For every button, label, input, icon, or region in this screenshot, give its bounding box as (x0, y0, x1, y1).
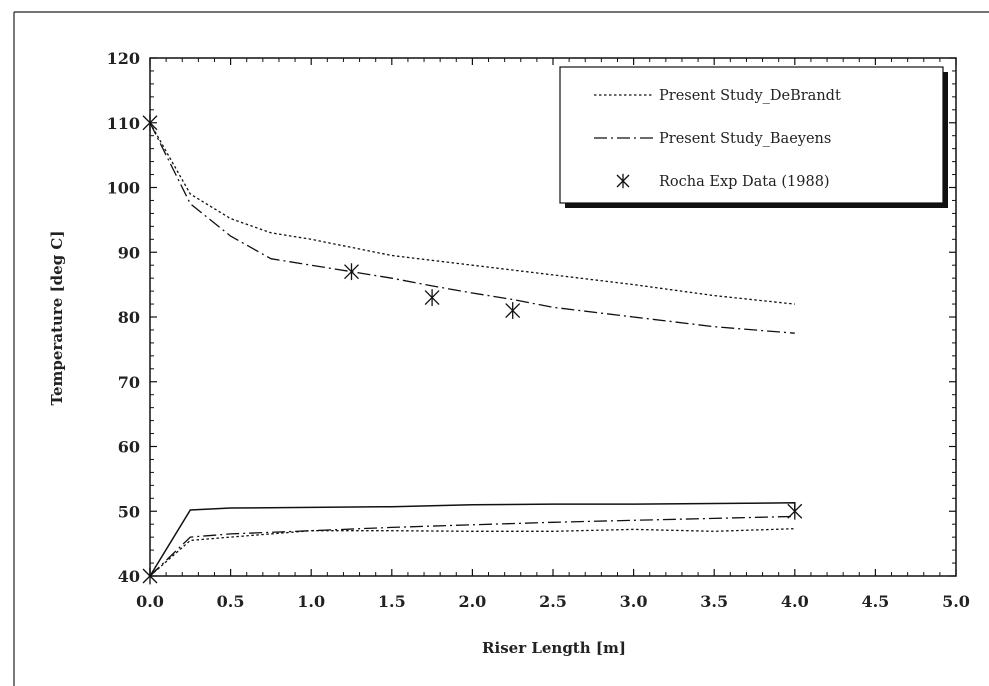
legend-label: Rocha Exp Data (1988) (659, 174, 830, 190)
x-tick-label: 4.5 (861, 592, 889, 611)
x-tick-label: 4.0 (781, 592, 809, 611)
y-tick-label: 60 (118, 438, 140, 457)
y-tick-label: 110 (107, 114, 140, 133)
y-tick-label: 120 (107, 49, 140, 68)
y-tick-label: 70 (118, 373, 140, 392)
x-tick-label: 0.0 (136, 592, 164, 611)
series-line-1 (149, 122, 795, 305)
series-line-5 (149, 502, 796, 577)
y-tick-label: 50 (118, 502, 140, 521)
x-tick-label: 1.5 (378, 592, 406, 611)
data-point-asterisk (505, 302, 521, 319)
legend-label: Present Study_Baeyens (659, 131, 831, 147)
series-line-2 (149, 122, 795, 334)
data-point-asterisk (616, 173, 630, 189)
x-tick-label: 2.0 (458, 592, 486, 611)
x-tick-label: 5.0 (942, 592, 970, 611)
y-tick-label: 40 (118, 567, 140, 586)
data-point-asterisk (424, 289, 440, 306)
x-tick-label: 3.5 (700, 592, 728, 611)
axes-layer: 0.0 0.5 1.0 1.5 2.0 2.5 3.0 3.5 4.0 4.5 5.0 40 50 60 7… (13, 11, 989, 686)
x-tick-label: 3.0 (620, 592, 648, 611)
series-line-4 (149, 515, 795, 577)
y-tick-label: 80 (118, 308, 140, 327)
legend: Present Study_DeBrandt Present Study_Baey… (559, 66, 948, 208)
series-layer (149, 122, 796, 577)
x-axis-title: Riser Length [m] (482, 639, 626, 657)
legend-label: Present Study_DeBrandt (659, 88, 841, 104)
y-tick-label: 90 (118, 243, 140, 262)
data-point-asterisk (787, 502, 803, 520)
marker-layer (142, 114, 803, 585)
x-tick-label: 1.0 (297, 592, 325, 611)
x-tick-label: 0.5 (217, 592, 245, 611)
data-point-asterisk (344, 263, 359, 281)
series-line-3 (149, 528, 795, 577)
x-tick-label: 2.5 (539, 592, 567, 611)
y-axis-title: Temperature [deg C] (48, 231, 66, 406)
y-tick-label: 100 (107, 179, 140, 198)
